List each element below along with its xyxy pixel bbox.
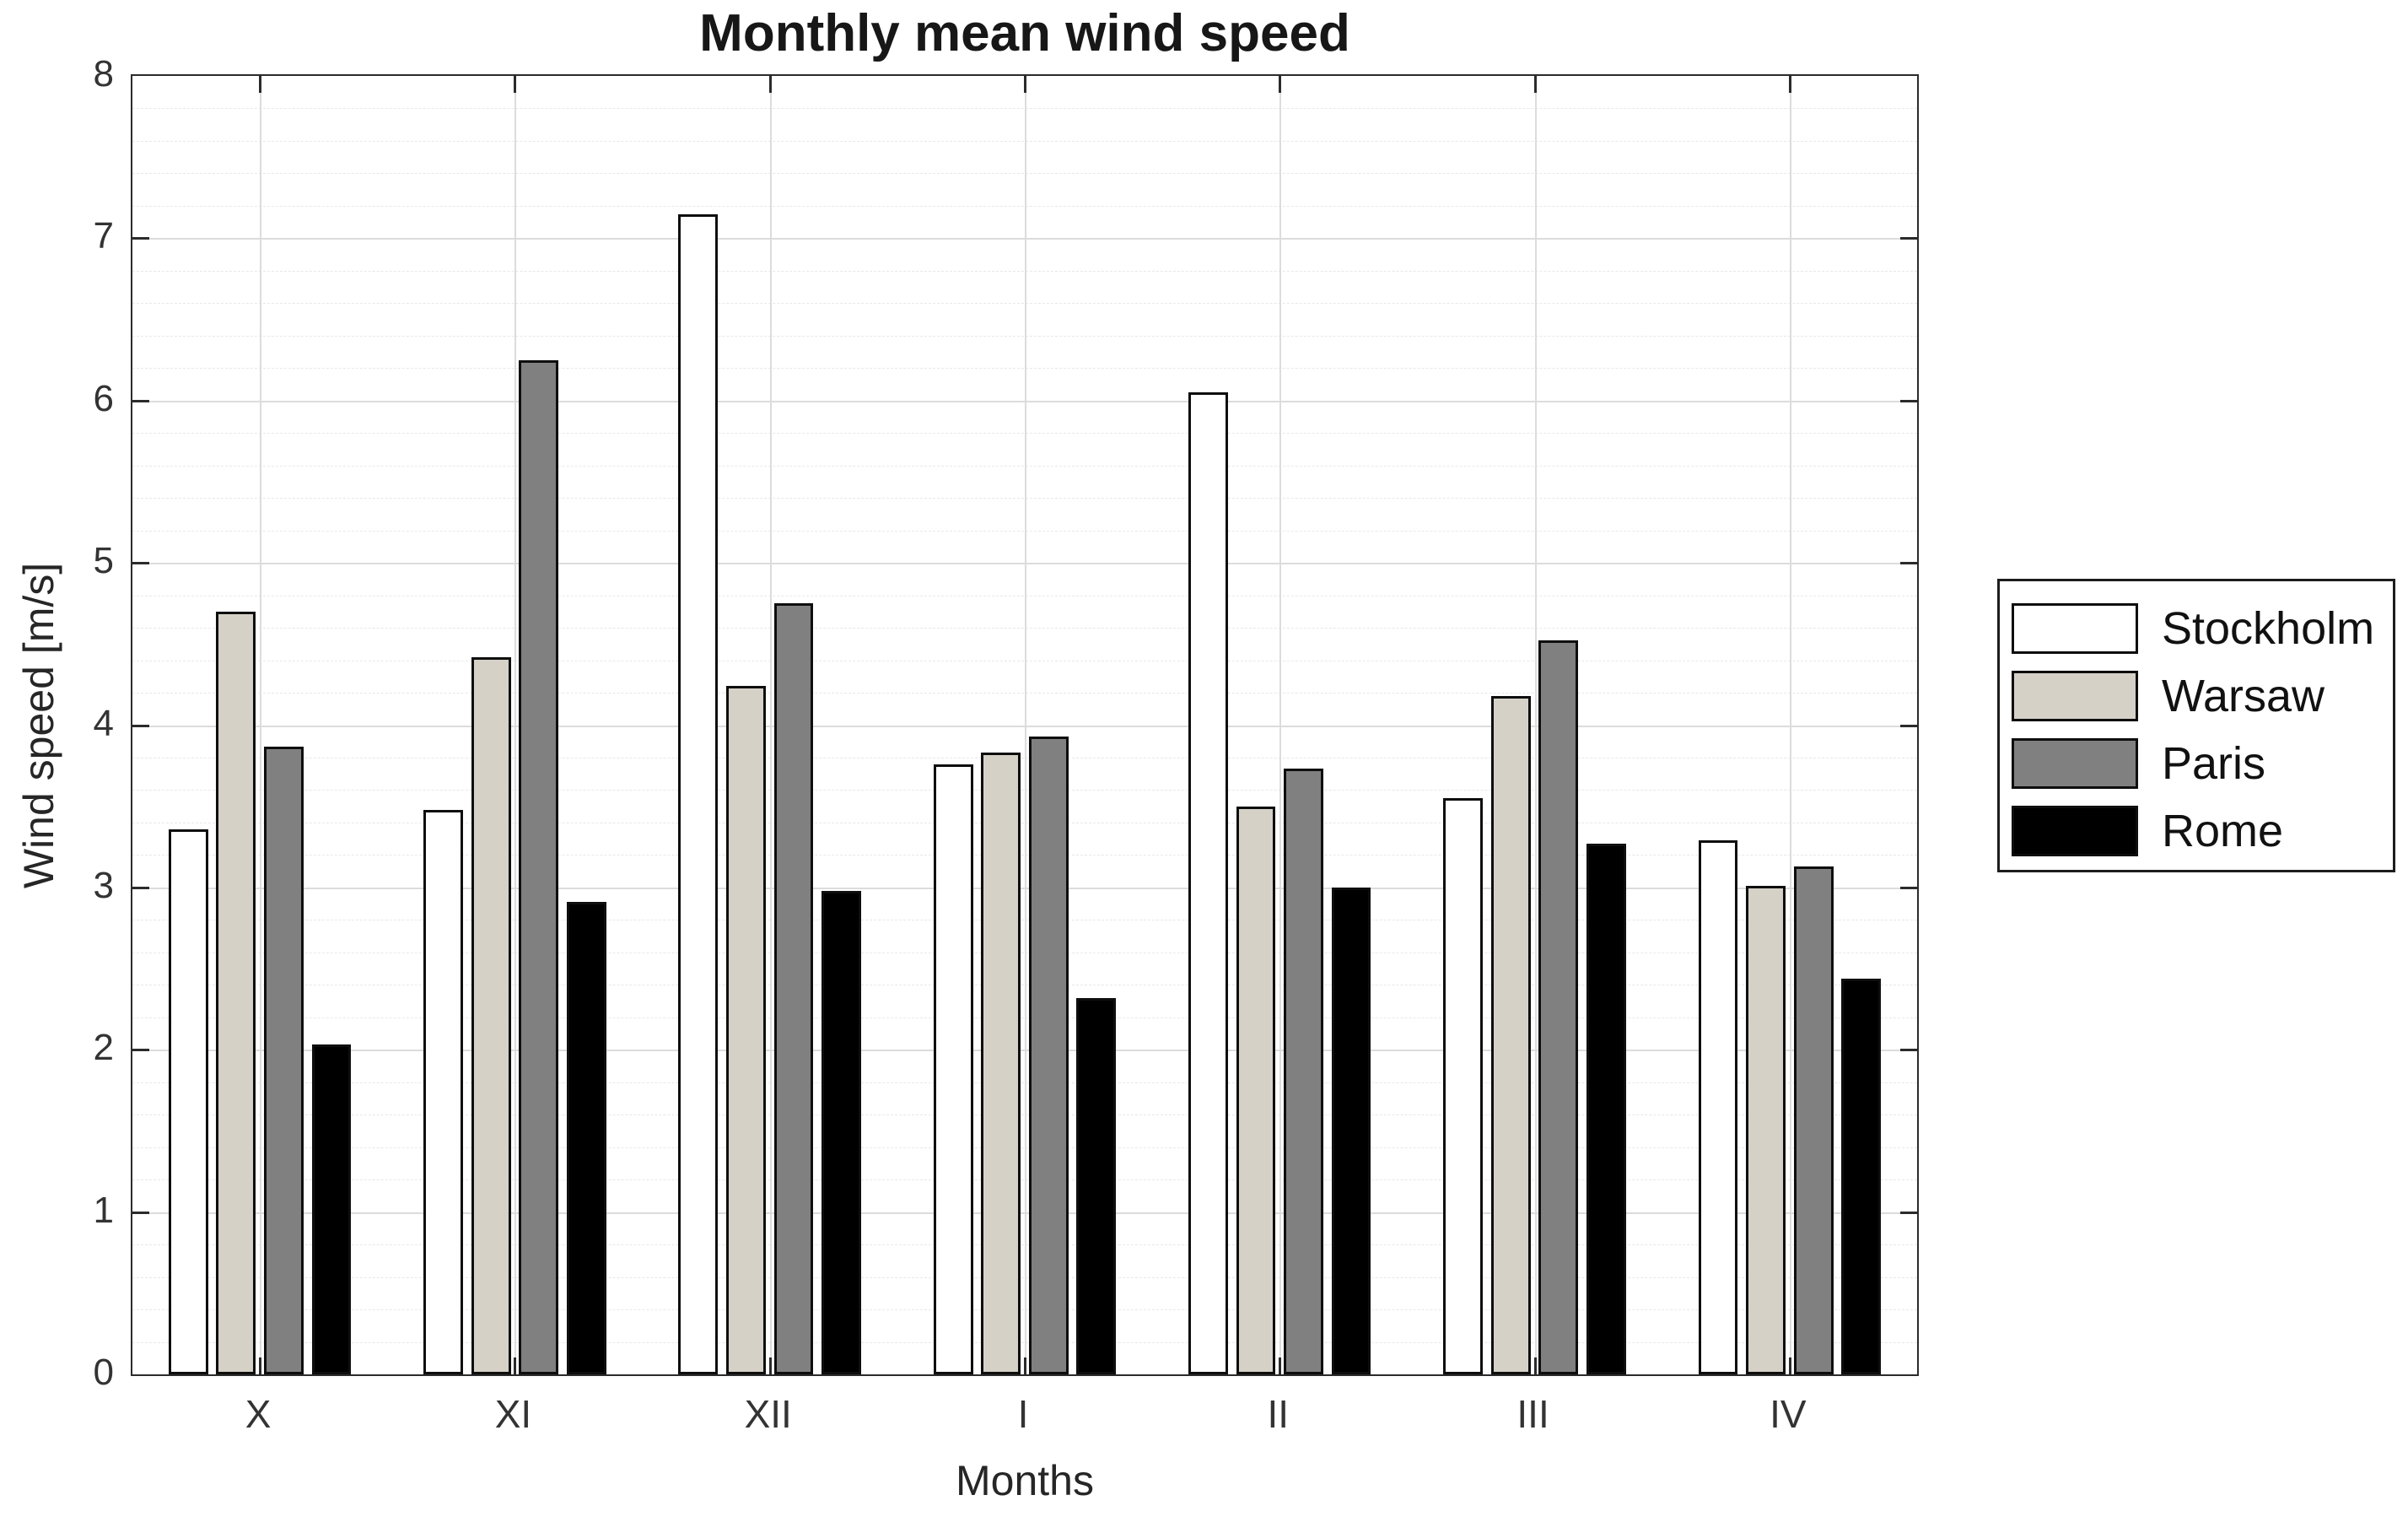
y-axis-tick xyxy=(1900,562,1917,565)
y-tick-label: 0 xyxy=(93,1352,114,1393)
y-tick-label: 8 xyxy=(93,53,114,94)
bar-rome-iii xyxy=(1586,843,1626,1374)
bar-warsaw-i xyxy=(981,753,1021,1374)
y-tick-label: 1 xyxy=(93,1189,114,1231)
x-tick-label: XII xyxy=(744,1392,792,1436)
legend-row-paris: Paris xyxy=(2012,730,2393,797)
vertical-gridline xyxy=(1789,76,1791,1374)
x-tick-label: X xyxy=(245,1392,272,1436)
bar-paris-x xyxy=(263,746,304,1374)
y-tick-label: 6 xyxy=(93,377,114,419)
bar-paris-i xyxy=(1028,736,1069,1374)
x-tick-label: XI xyxy=(494,1392,532,1436)
x-axis-tick xyxy=(768,76,772,93)
vertical-gridline xyxy=(769,76,772,1374)
legend-swatch-rome xyxy=(2012,806,2138,856)
bar-paris-ii xyxy=(1284,769,1323,1374)
legend-row-rome: Rome xyxy=(2012,797,2393,865)
x-axis-tick xyxy=(1279,76,1282,93)
x-axis-tick xyxy=(1788,76,1791,93)
bar-stockholm-ii xyxy=(1188,392,1228,1374)
bar-rome-iv xyxy=(1841,978,1882,1374)
x-axis-tick xyxy=(1533,1357,1537,1374)
legend-swatch-warsaw xyxy=(2012,671,2138,721)
y-axis-tick xyxy=(132,237,149,240)
y-axis-tick xyxy=(132,724,149,727)
vertical-gridline xyxy=(260,76,262,1374)
bar-warsaw-x xyxy=(216,611,256,1374)
legend-row-warsaw: Warsaw xyxy=(2012,662,2393,730)
x-axis-tick xyxy=(259,1357,262,1374)
legend-box: Stockholm Warsaw Paris Rome xyxy=(1997,579,2395,872)
x-axis-tick xyxy=(1788,1357,1791,1374)
vertical-gridline xyxy=(1279,76,1282,1374)
bar-stockholm-iii xyxy=(1443,798,1484,1374)
y-tick-label: 4 xyxy=(93,702,114,744)
bar-paris-xii xyxy=(773,603,814,1374)
y-tick-label: 3 xyxy=(93,864,114,906)
vertical-gridline xyxy=(1534,76,1537,1374)
x-tick-label: III xyxy=(1516,1392,1549,1436)
y-axis-tick xyxy=(132,1049,149,1052)
y-axis-tick xyxy=(1900,399,1917,402)
y-axis-tick xyxy=(132,399,149,402)
y-tick-label: 5 xyxy=(93,540,114,582)
legend-row-stockholm: Stockholm xyxy=(2012,595,2393,662)
legend-label: Rome xyxy=(2162,806,2284,856)
x-tick-label: II xyxy=(1267,1392,1290,1436)
bar-stockholm-x xyxy=(168,828,208,1374)
bar-rome-xii xyxy=(822,890,861,1374)
bar-warsaw-xi xyxy=(471,656,511,1374)
x-tick-label: IV xyxy=(1770,1392,1807,1436)
y-axis-tick xyxy=(132,886,149,889)
y-axis-tick xyxy=(132,1211,149,1214)
bar-warsaw-ii xyxy=(1236,806,1276,1374)
y-tick-label: 2 xyxy=(93,1027,114,1069)
y-axis-tick xyxy=(1900,724,1917,727)
legend-label: Warsaw xyxy=(2162,671,2325,721)
x-axis-tick xyxy=(1279,1357,1282,1374)
x-tick-label: I xyxy=(1017,1392,1029,1436)
bar-stockholm-iv xyxy=(1698,840,1738,1374)
legend-label: Paris xyxy=(2162,738,2266,789)
y-axis-tick xyxy=(1900,237,1917,240)
bar-paris-iii xyxy=(1538,640,1579,1374)
y-axis-tick xyxy=(132,562,149,565)
y-axis-tick xyxy=(1900,886,1917,889)
legend-swatch-stockholm xyxy=(2012,603,2138,654)
x-axis-tick xyxy=(259,76,262,93)
x-axis-tick xyxy=(514,76,517,93)
bar-warsaw-xii xyxy=(726,686,766,1374)
bar-rome-xi xyxy=(566,902,606,1374)
bar-layer xyxy=(132,76,1917,1374)
x-axis-tick xyxy=(1533,76,1537,93)
bar-rome-ii xyxy=(1331,887,1371,1374)
x-axis-tick xyxy=(1024,76,1026,93)
bar-stockholm-xi xyxy=(423,809,464,1374)
legend-label: Stockholm xyxy=(2162,603,2375,654)
y-axis-tick xyxy=(1900,1049,1917,1052)
bar-rome-x xyxy=(311,1044,352,1374)
bar-warsaw-iv xyxy=(1746,885,1786,1374)
plot-area xyxy=(131,74,1919,1376)
bar-paris-xi xyxy=(519,359,559,1374)
y-tick-label: 7 xyxy=(93,215,114,257)
grid-layer xyxy=(132,76,1917,1374)
x-axis-tick xyxy=(768,1357,772,1374)
bar-rome-i xyxy=(1076,997,1117,1374)
x-axis-tick xyxy=(514,1357,517,1374)
legend-swatch-paris xyxy=(2012,738,2138,789)
x-axis-label: Months xyxy=(956,1457,1094,1504)
vertical-gridline xyxy=(1025,76,1026,1374)
chart-title: Monthly mean wind speed xyxy=(699,4,1350,62)
y-axis-tick xyxy=(1900,1211,1917,1214)
tick-layer xyxy=(132,76,1917,1374)
bar-stockholm-xii xyxy=(678,213,719,1374)
bar-warsaw-iii xyxy=(1490,695,1531,1374)
x-axis-tick xyxy=(1024,1357,1026,1374)
bar-stockholm-i xyxy=(933,764,973,1374)
vertical-gridline xyxy=(514,76,517,1374)
bar-paris-iv xyxy=(1793,866,1834,1374)
